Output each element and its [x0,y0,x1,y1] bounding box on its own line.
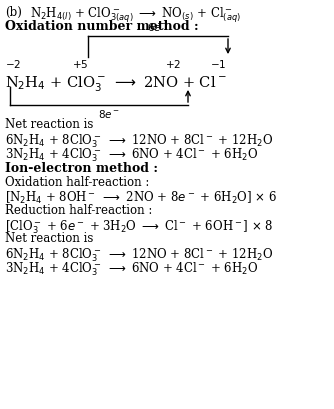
Text: 3N$_2$H$_4$ + 4ClO$_3^-$ $\longrightarrow$ 6NO + 4Cl$^-$ + 6H$_2$O: 3N$_2$H$_4$ + 4ClO$_3^-$ $\longrightarro… [5,146,258,164]
Text: $+5$: $+5$ [72,58,89,70]
Text: Oxidation half-reaction :: Oxidation half-reaction : [5,176,149,189]
Text: Net reaction is: Net reaction is [5,118,94,131]
Text: Net reaction is: Net reaction is [5,232,94,245]
Text: $-2$: $-2$ [5,58,21,70]
Text: Ion-electron method :: Ion-electron method : [5,162,158,175]
Text: [ClO$_3^-$ + 6$e^-$ + 3H$_2$O $\longrightarrow$ Cl$^-$ + 6OH$^-$] $\times$ 8: [ClO$_3^-$ + 6$e^-$ + 3H$_2$O $\longrigh… [5,218,274,236]
Text: 3N$_2$H$_4$ + 4ClO$_3^-$ $\longrightarrow$ 6NO + 4Cl$^-$ + 6H$_2$O: 3N$_2$H$_4$ + 4ClO$_3^-$ $\longrightarro… [5,260,258,277]
Text: [N$_2$H$_4$ + 8OH$^-$ $\longrightarrow$ 2NO + 8$e^-$ + 6H$_2$O] $\times$ 6: [N$_2$H$_4$ + 8OH$^-$ $\longrightarrow$ … [5,190,277,206]
Text: (b): (b) [5,6,22,19]
Text: Reduction half-reaction :: Reduction half-reaction : [5,204,152,217]
Text: N$_2$H$_4$ + ClO$_3^-$ $\longrightarrow$ 2NO + Cl$^-$: N$_2$H$_4$ + ClO$_3^-$ $\longrightarrow$… [5,75,226,94]
Text: 6N$_2$H$_4$ + 8ClO$_3^-$ $\longrightarrow$ 12NO + 8Cl$^-$ + 12H$_2$O: 6N$_2$H$_4$ + 8ClO$_3^-$ $\longrightarro… [5,132,273,150]
Text: $-1$: $-1$ [210,58,226,70]
Text: 6N$_2$H$_4$ + 8ClO$_3^-$ $\longrightarrow$ 12NO + 8Cl$^-$ + 12H$_2$O: 6N$_2$H$_4$ + 8ClO$_3^-$ $\longrightarro… [5,246,273,263]
Text: Oxidation number method :: Oxidation number method : [5,20,199,33]
Text: $+2$: $+2$ [165,58,181,70]
Text: $6e^-$: $6e^-$ [147,21,169,33]
Text: N$_2$H$_{4(l)}$ + ClO$^-_{3(aq)}$ $\longrightarrow$ NO$_{(s)}$ + Cl$^-_{(aq)}$: N$_2$H$_{4(l)}$ + ClO$^-_{3(aq)}$ $\long… [30,6,241,25]
Text: $8e^-$: $8e^-$ [98,108,120,120]
